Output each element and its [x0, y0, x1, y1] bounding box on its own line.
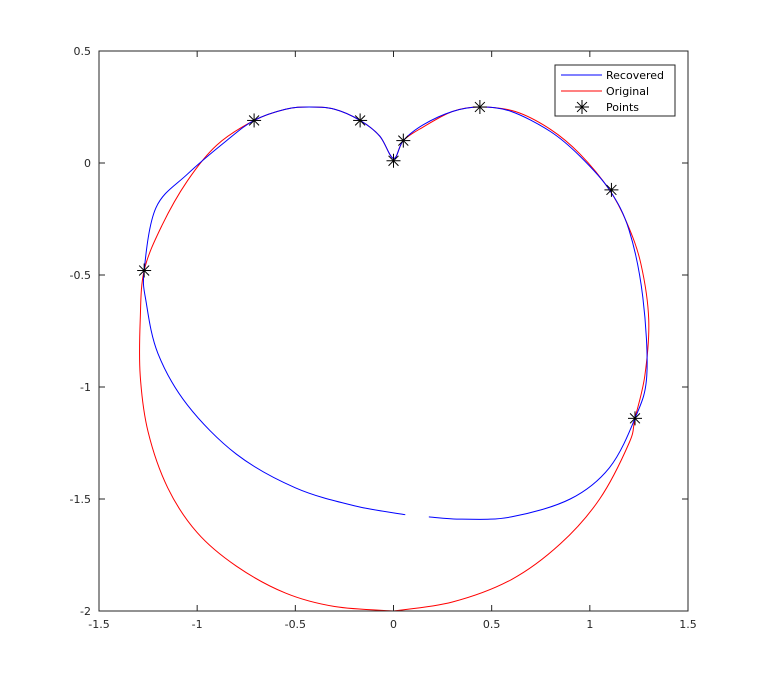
axes-area: -1.5 -1 -0.5 0 0.5 1 1.5-2-1.5-1-0.500.5 — [70, 45, 697, 631]
legend-label-original: Original — [606, 85, 649, 98]
data-point-marker — [137, 263, 152, 278]
x-tick-label: 1.5 — [679, 618, 697, 631]
markers-layer — [137, 100, 642, 426]
x-tick-label: -0.5 — [285, 618, 306, 631]
x-tick-label: -1 — [192, 618, 203, 631]
y-tick-label: -0.5 — [70, 269, 91, 282]
x-tick-label: 0 — [390, 618, 397, 631]
data-point-marker — [604, 182, 619, 197]
y-tick-label: -2 — [80, 605, 91, 618]
data-point-marker — [627, 411, 642, 426]
x-tick-label: -1.5 — [88, 618, 109, 631]
legend: Recovered Original Points — [554, 64, 676, 117]
y-tick-label: 0 — [84, 157, 91, 170]
data-point-marker — [247, 113, 262, 128]
legend-marker-points — [575, 100, 589, 114]
y-tick-label: -1 — [80, 381, 91, 394]
data-point-marker — [386, 153, 401, 168]
axes-background — [99, 51, 688, 611]
y-tick-label: 0.5 — [74, 45, 92, 58]
x-tick-label: 1 — [586, 618, 593, 631]
y-tick-label: -1.5 — [70, 493, 91, 506]
legend-label-points: Points — [606, 101, 639, 114]
ticks-layer: -1.5 -1 -0.5 0 0.5 1 1.5-2-1.5-1-0.500.5 — [70, 45, 697, 631]
legend-label-recovered: Recovered — [606, 69, 664, 82]
x-tick-label: 0.5 — [483, 618, 501, 631]
data-point-marker — [472, 100, 487, 114]
data-point-marker — [353, 113, 368, 128]
data-point-marker — [396, 133, 411, 148]
